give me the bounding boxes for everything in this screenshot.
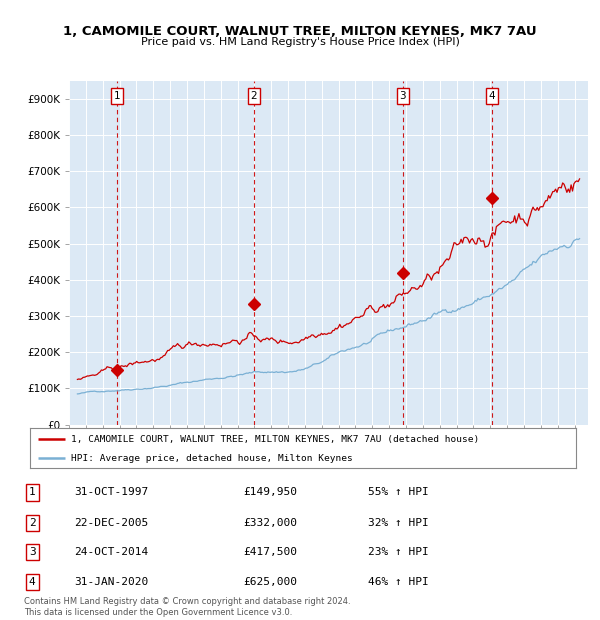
Text: 23% ↑ HPI: 23% ↑ HPI bbox=[368, 547, 428, 557]
Text: 1: 1 bbox=[113, 91, 120, 101]
Text: 1: 1 bbox=[29, 487, 35, 497]
Text: £332,000: £332,000 bbox=[244, 518, 298, 528]
Text: £149,950: £149,950 bbox=[244, 487, 298, 497]
Text: £625,000: £625,000 bbox=[244, 577, 298, 587]
Text: 2: 2 bbox=[251, 91, 257, 101]
Text: Price paid vs. HM Land Registry's House Price Index (HPI): Price paid vs. HM Land Registry's House … bbox=[140, 37, 460, 47]
Text: £417,500: £417,500 bbox=[244, 547, 298, 557]
Text: 55% ↑ HPI: 55% ↑ HPI bbox=[368, 487, 428, 497]
Text: 3: 3 bbox=[400, 91, 406, 101]
Text: 31-JAN-2020: 31-JAN-2020 bbox=[74, 577, 149, 587]
Text: 24-OCT-2014: 24-OCT-2014 bbox=[74, 547, 149, 557]
Text: Contains HM Land Registry data © Crown copyright and database right 2024.
This d: Contains HM Land Registry data © Crown c… bbox=[24, 598, 350, 617]
Text: 4: 4 bbox=[29, 577, 35, 587]
Text: HPI: Average price, detached house, Milton Keynes: HPI: Average price, detached house, Milt… bbox=[71, 454, 353, 463]
Text: 22-DEC-2005: 22-DEC-2005 bbox=[74, 518, 149, 528]
Text: 3: 3 bbox=[29, 547, 35, 557]
Text: 32% ↑ HPI: 32% ↑ HPI bbox=[368, 518, 428, 528]
Text: 46% ↑ HPI: 46% ↑ HPI bbox=[368, 577, 428, 587]
Text: 2: 2 bbox=[29, 518, 35, 528]
Text: 4: 4 bbox=[488, 91, 495, 101]
Text: 1, CAMOMILE COURT, WALNUT TREE, MILTON KEYNES, MK7 7AU: 1, CAMOMILE COURT, WALNUT TREE, MILTON K… bbox=[63, 25, 537, 38]
Text: 31-OCT-1997: 31-OCT-1997 bbox=[74, 487, 149, 497]
Text: 1, CAMOMILE COURT, WALNUT TREE, MILTON KEYNES, MK7 7AU (detached house): 1, CAMOMILE COURT, WALNUT TREE, MILTON K… bbox=[71, 435, 479, 444]
